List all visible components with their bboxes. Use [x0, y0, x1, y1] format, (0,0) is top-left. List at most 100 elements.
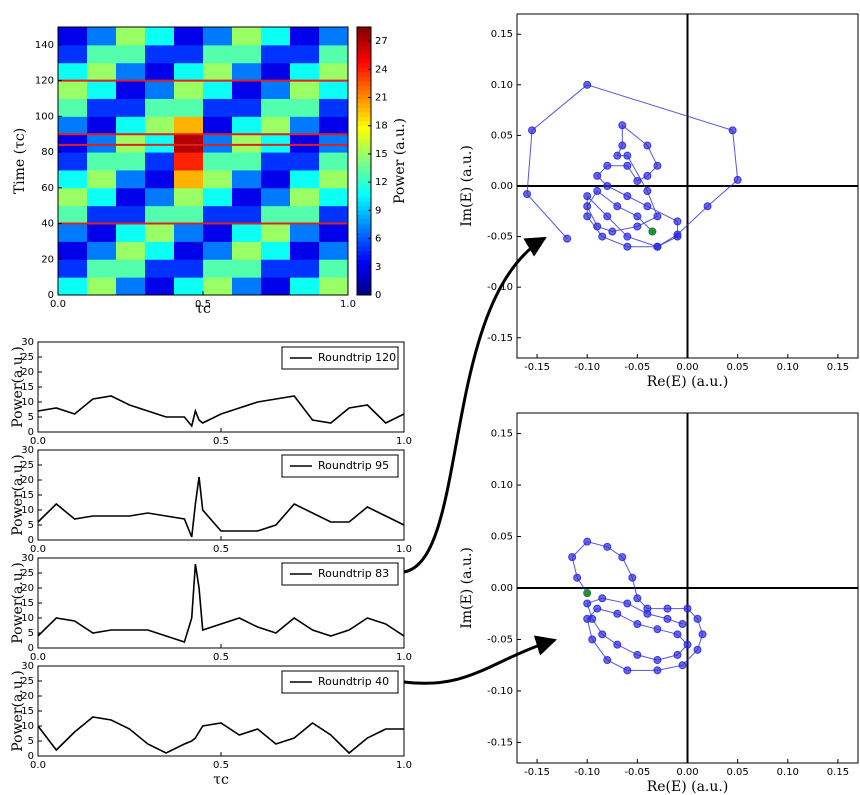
- heat-cell: [203, 80, 233, 99]
- heat-cell: [319, 44, 349, 64]
- point: [613, 609, 622, 618]
- colorbar-step: [357, 161, 371, 166]
- point: [588, 635, 597, 644]
- panel: -0.15 -0.10 -0.05 0.00 0.05 0.10 0.15 -0.15 -0.1…: [459, 13, 859, 390]
- y-tick-label: 10: [21, 721, 34, 732]
- heat-cell: [58, 277, 88, 296]
- heat-cell: [290, 259, 320, 278]
- heat-cell: [145, 205, 175, 225]
- heat-cell: [232, 241, 262, 260]
- point: [608, 227, 617, 236]
- y-tick-label: 20: [21, 583, 34, 594]
- heat-cell: [87, 98, 117, 117]
- point: [593, 171, 602, 180]
- colorbar-step: [357, 241, 371, 247]
- y-tick-label: 120: [35, 76, 54, 87]
- heat-cell: [116, 259, 146, 278]
- point: [618, 121, 627, 130]
- heat-cell: [116, 134, 146, 153]
- heat-cell: [87, 241, 117, 260]
- heat-cell: [87, 44, 117, 64]
- legend-box: [281, 346, 399, 370]
- point: [628, 573, 637, 582]
- heat-cell: [145, 80, 175, 99]
- heat-cell: [290, 98, 320, 117]
- point: [663, 604, 672, 613]
- heat-cell: [145, 62, 175, 82]
- point: [598, 232, 607, 241]
- heat-cell: [261, 259, 291, 278]
- x-axis-label: τc: [195, 301, 211, 317]
- heat-cell: [319, 116, 349, 135]
- heat-cell: [319, 187, 349, 207]
- heat-cell: [203, 152, 233, 171]
- y-tick-label: 0.15: [491, 29, 513, 40]
- heat-cell: [290, 277, 320, 296]
- legend-label: Roundtrip 83: [318, 567, 389, 580]
- y-tick-label: 15: [21, 490, 34, 501]
- heat-cell: [58, 169, 88, 189]
- point: [673, 650, 682, 659]
- colorbar-step: [357, 272, 371, 278]
- heat-cell: [116, 169, 146, 189]
- heat-cell: [145, 169, 175, 189]
- y-tick-label: 60: [41, 183, 54, 194]
- heat-cell: [116, 223, 146, 242]
- y-tick-label: 5: [28, 412, 34, 423]
- x-tick-label: 0.0: [30, 544, 46, 555]
- y-tick-label: -0.05: [487, 634, 513, 645]
- y-tick-label: 0.00: [491, 181, 513, 192]
- point: [643, 202, 652, 211]
- colorbar-tick-label: 9: [375, 205, 381, 216]
- point: [673, 217, 682, 226]
- colorbar-step: [357, 277, 371, 283]
- heat-cell: [261, 241, 291, 260]
- heat-cell: [58, 152, 88, 171]
- colorbar-label: Power (a.u.): [392, 118, 408, 204]
- heat-cell: [261, 169, 291, 189]
- point: [653, 242, 662, 251]
- colorbar-step: [357, 286, 371, 292]
- heat-cell: [290, 80, 320, 99]
- y-tick-label: 10: [21, 505, 34, 516]
- colorbar-step: [357, 192, 371, 198]
- heat-cell: [290, 116, 320, 135]
- colorbar-step: [357, 205, 371, 211]
- heat-cell: [174, 116, 204, 135]
- x-tick-label: -0.05: [624, 767, 650, 778]
- point: [698, 630, 707, 639]
- y-axis-label: Power(a.u.): [10, 454, 26, 535]
- x-tick-label: -0.15: [524, 362, 550, 373]
- point: [693, 645, 702, 654]
- point: [683, 604, 692, 613]
- point: [623, 666, 632, 675]
- heat-cell: [261, 44, 291, 64]
- colorbar-step: [357, 67, 371, 73]
- colorbar-step: [357, 98, 371, 104]
- point: [653, 656, 662, 665]
- heat-cell: [145, 187, 175, 207]
- y-tick-label: 140: [35, 40, 54, 51]
- point: [618, 141, 627, 150]
- heat-cell: [58, 259, 88, 278]
- y-tick-label: 25: [21, 568, 34, 579]
- point: [728, 126, 737, 135]
- x-tick-label: 0.0: [30, 652, 46, 663]
- x-tick-label: 0.10: [777, 767, 799, 778]
- x-axis-label: Re(E) (a.u.): [647, 374, 729, 390]
- y-tick-label: 0.15: [491, 429, 513, 440]
- heat-cell: [203, 277, 233, 296]
- heat-cell: [203, 187, 233, 207]
- point: [673, 630, 682, 639]
- legend-label: Roundtrip 120: [318, 351, 396, 364]
- heat-cell: [87, 134, 117, 153]
- arrow: [403, 236, 547, 574]
- colorbar-step: [357, 268, 371, 274]
- x-tick-label: 0.5: [213, 544, 229, 555]
- colorbar-step: [357, 134, 371, 140]
- x-tick-label: 1.0: [396, 544, 412, 555]
- point: [733, 175, 742, 184]
- heat-cell: [203, 62, 233, 82]
- heat-cell: [319, 62, 349, 82]
- y-tick-label: 30: [21, 445, 34, 456]
